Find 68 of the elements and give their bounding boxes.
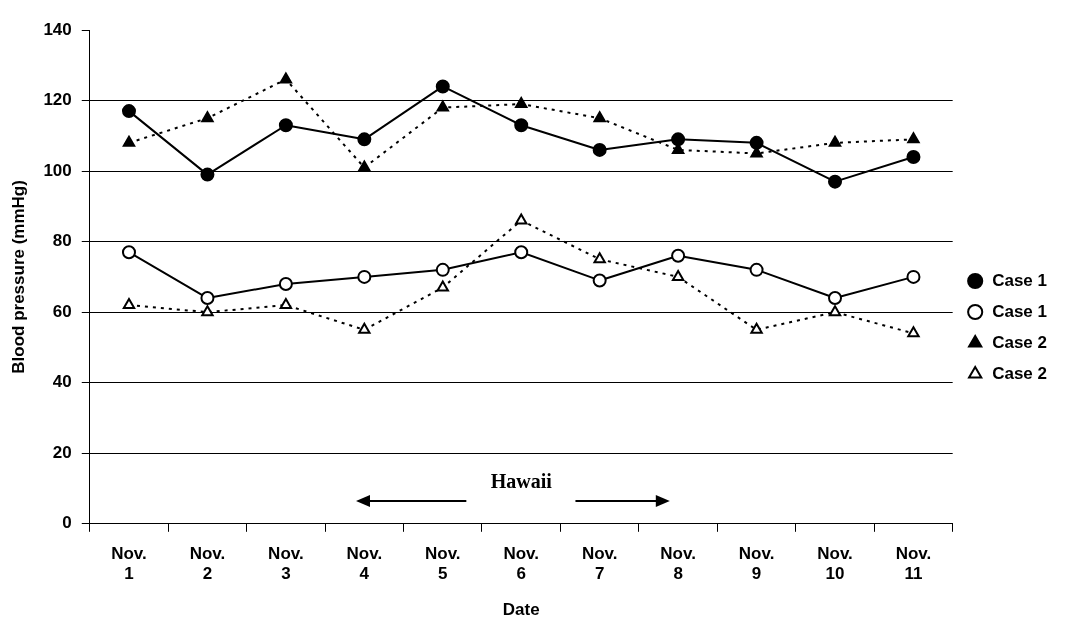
point — [122, 298, 136, 310]
annotation: Hawaii — [490, 469, 553, 492]
x-tick-label: Nov. 7 — [581, 543, 618, 584]
point — [358, 322, 371, 334]
point — [671, 132, 686, 147]
point — [828, 135, 842, 147]
point — [828, 291, 843, 306]
x-tick-label: Nov. 1 — [111, 543, 147, 584]
point — [906, 269, 921, 284]
legend-label: Case 1 — [992, 270, 1048, 290]
point — [357, 132, 372, 147]
point — [515, 97, 528, 109]
x-tick-label: Nov. 11 — [895, 543, 932, 584]
point — [201, 305, 214, 317]
point — [593, 111, 606, 123]
y-tick-label: 120 — [43, 90, 72, 110]
y-tick-label: 0 — [62, 513, 72, 533]
legend-label: Case 1 — [992, 301, 1048, 321]
x-tick-label: Nov. 5 — [424, 543, 461, 584]
point — [593, 252, 606, 264]
point — [907, 326, 920, 338]
point — [435, 79, 450, 94]
point — [278, 276, 293, 291]
y-tick-label: 140 — [43, 19, 72, 39]
point — [749, 262, 764, 277]
point — [278, 118, 293, 133]
point — [671, 269, 685, 281]
point — [828, 174, 843, 189]
y-axis-title: Blood pressure (mmHg) — [8, 180, 28, 374]
x-tick-label: Nov. 6 — [503, 543, 540, 584]
y-tick-label: 20 — [52, 442, 72, 462]
y-tick-label: 60 — [52, 301, 72, 321]
x-tick-label: Nov. 2 — [189, 543, 226, 584]
point — [907, 132, 920, 144]
point — [436, 100, 449, 112]
point — [200, 291, 215, 306]
y-tick-label: 100 — [43, 160, 72, 180]
point — [279, 298, 293, 310]
point — [592, 273, 607, 288]
point — [279, 72, 293, 84]
point — [201, 111, 214, 123]
x-axis-title: Date — [502, 600, 540, 620]
point — [750, 322, 763, 334]
point — [436, 280, 449, 292]
point — [906, 149, 921, 164]
x-tick-label: Nov. 9 — [738, 543, 775, 584]
point — [121, 104, 136, 119]
x-tick-label: Nov. 8 — [660, 543, 696, 584]
point — [749, 135, 764, 150]
point — [592, 142, 607, 157]
point — [435, 262, 450, 277]
point — [671, 248, 686, 263]
point — [515, 213, 528, 225]
legend-label: Case 2 — [992, 363, 1048, 383]
point — [358, 160, 371, 172]
x-tick-label: Nov. 4 — [346, 543, 383, 584]
x-tick-label: Nov. 3 — [268, 543, 304, 584]
x-tick-label: Nov. 10 — [817, 543, 853, 584]
point — [121, 245, 136, 260]
point — [514, 245, 529, 260]
point — [357, 269, 372, 284]
point — [828, 305, 842, 317]
point — [200, 167, 215, 182]
legend-label: Case 2 — [992, 332, 1048, 352]
y-tick-label: 80 — [52, 231, 72, 251]
point — [514, 118, 529, 133]
y-tick-label: 40 — [52, 372, 72, 392]
point — [122, 135, 136, 147]
